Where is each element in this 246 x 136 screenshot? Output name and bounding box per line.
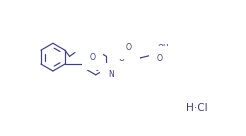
- Text: O: O: [119, 54, 125, 63]
- Text: H·Cl: H·Cl: [186, 103, 208, 113]
- Text: O: O: [126, 43, 132, 52]
- Text: OH: OH: [158, 44, 169, 53]
- Text: O: O: [90, 53, 96, 62]
- Text: O: O: [157, 54, 163, 63]
- Text: N: N: [108, 70, 114, 79]
